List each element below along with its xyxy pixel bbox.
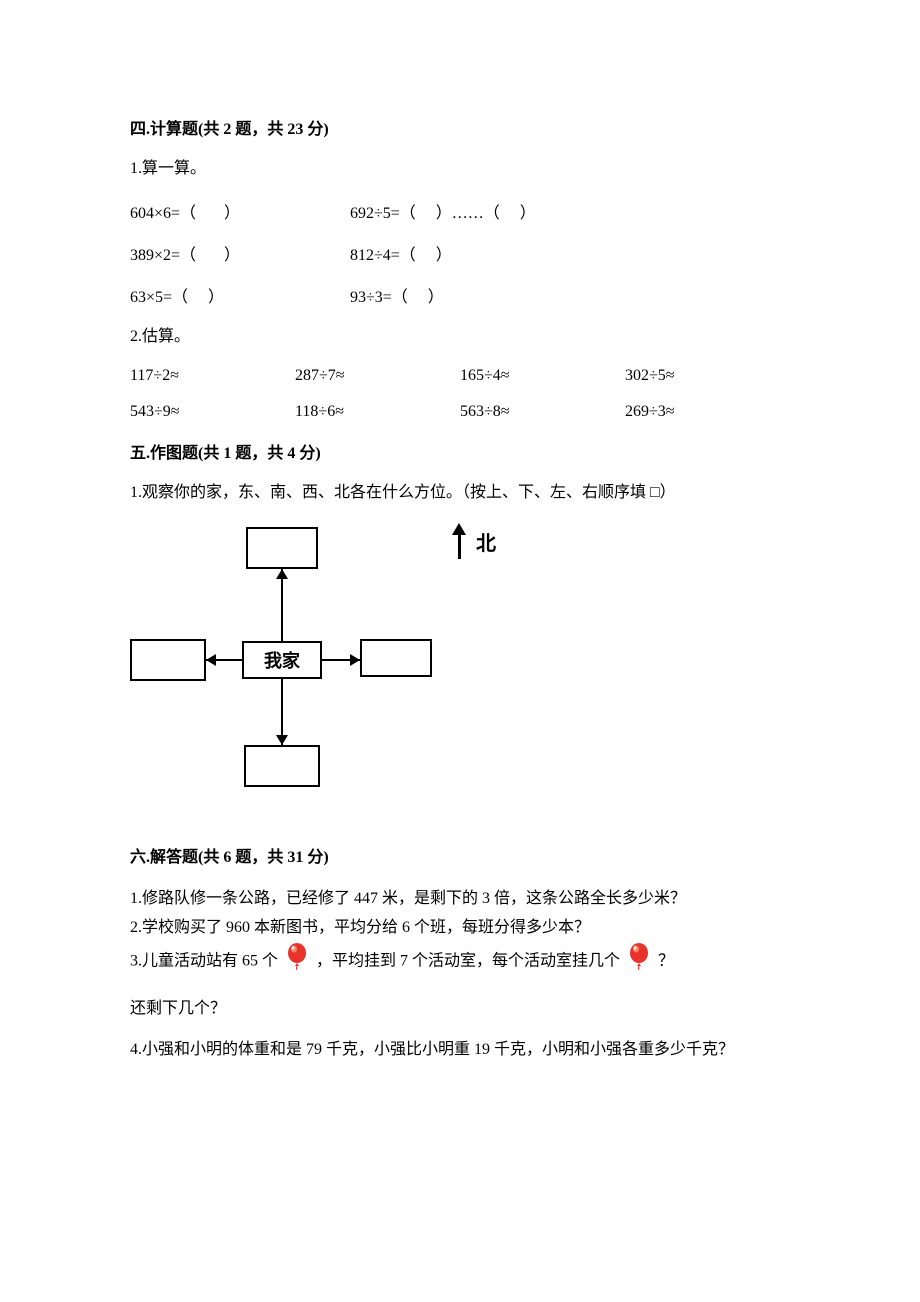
section-4-header: 四.计算题(共 2 题，共 23 分) bbox=[130, 115, 790, 139]
s6-q4: 4.小强和小明的体重和是 79 千克，小强比小明重 19 千克，小明和小强各重多… bbox=[130, 1036, 790, 1063]
box-right bbox=[360, 639, 432, 677]
s4-q2-r2-a: 543÷9≈ bbox=[130, 403, 295, 421]
conn-top bbox=[281, 569, 283, 641]
s4-q2-r1-d: 302÷5≈ bbox=[625, 367, 790, 385]
s4-q2-r1-b: 287÷7≈ bbox=[295, 367, 460, 385]
section-5-header: 五.作图题(共 1 题，共 4 分) bbox=[130, 439, 790, 463]
s6-q2: 2.学校购买了 960 本新图书，平均分给 6 个班，每班分得多少本？ bbox=[130, 914, 790, 941]
s4-q1-r1-left: 604×6=（ ） bbox=[130, 199, 350, 223]
s6-q3-a: 3.儿童活动站有 65 个 bbox=[130, 953, 278, 970]
s4-q1-row2: 389×2=（ ） 812÷4=（ ） bbox=[130, 241, 790, 265]
box-bottom bbox=[244, 745, 320, 787]
north-text: 北 bbox=[476, 527, 496, 556]
s4-q2-row2: 543÷9≈ 118÷6≈ 563÷8≈ 269÷3≈ bbox=[130, 403, 790, 421]
box-center: 我家 bbox=[242, 641, 322, 679]
north-indicator: 北 bbox=[450, 523, 496, 559]
s4-q2-r1-a: 117÷2≈ bbox=[130, 367, 295, 385]
s6-q1: 1.修路队修一条公路，已经修了 447 米，是剩下的 3 倍，这条公路全长多少米… bbox=[130, 885, 790, 912]
s4-q2-label: 2.估算。 bbox=[130, 325, 790, 349]
s4-q2-r1-c: 165÷4≈ bbox=[460, 367, 625, 385]
s4-q2-row1: 117÷2≈ 287÷7≈ 165÷4≈ 302÷5≈ bbox=[130, 367, 790, 385]
s6-q3-c: ？ bbox=[658, 953, 674, 970]
s4-q2-r2-d: 269÷3≈ bbox=[625, 403, 790, 421]
arrow-up-icon bbox=[276, 569, 288, 579]
arrow-down-icon bbox=[276, 735, 288, 745]
compass-diagram: 北 我家 bbox=[130, 523, 790, 803]
s5-q1: 1.观察你的家，东、南、西、北各在什么方位。（按上、下、左、右顺序填 □） bbox=[130, 481, 790, 505]
section-6-header: 六.解答题(共 6 题，共 31 分) bbox=[130, 843, 790, 867]
s6-q3-followup: 还剩下几个？ bbox=[130, 995, 790, 1022]
s4-q1-r2-right: 812÷4=（ ） bbox=[350, 241, 790, 265]
box-left bbox=[130, 639, 206, 681]
center-label: 我家 bbox=[264, 647, 300, 673]
balloon-icon bbox=[286, 943, 308, 980]
s4-q2-r2-c: 563÷8≈ bbox=[460, 403, 625, 421]
s4-q2-r2-b: 118÷6≈ bbox=[295, 403, 460, 421]
s4-q1-label: 1.算一算。 bbox=[130, 157, 790, 181]
box-top bbox=[246, 527, 318, 569]
s4-q1-r3-right: 93÷3=（ ） bbox=[350, 283, 790, 307]
north-arrow-icon bbox=[450, 523, 470, 559]
s4-q1-row3: 63×5=（ ） 93÷3=（ ） bbox=[130, 283, 790, 307]
s6-q3: 3.儿童活动站有 65 个 ，平均挂到 7 个活动室，每个活动室挂几个 ？ bbox=[130, 943, 790, 980]
balloon-icon bbox=[628, 943, 650, 980]
s4-q1-r2-left: 389×2=（ ） bbox=[130, 241, 350, 265]
arrow-left-icon bbox=[206, 654, 216, 666]
page-content: 四.计算题(共 2 题，共 23 分) 1.算一算。 604×6=（ ） 692… bbox=[0, 0, 920, 1063]
s4-q1-row1: 604×6=（ ） 692÷5=（ ）……（ ） bbox=[130, 199, 790, 223]
s4-q1-r3-left: 63×5=（ ） bbox=[130, 283, 350, 307]
s6-q3-b: ，平均挂到 7 个活动室，每个活动室挂几个 bbox=[316, 953, 620, 970]
arrow-right-icon bbox=[350, 654, 360, 666]
s4-q1-r1-right: 692÷5=（ ）……（ ） bbox=[350, 199, 790, 223]
